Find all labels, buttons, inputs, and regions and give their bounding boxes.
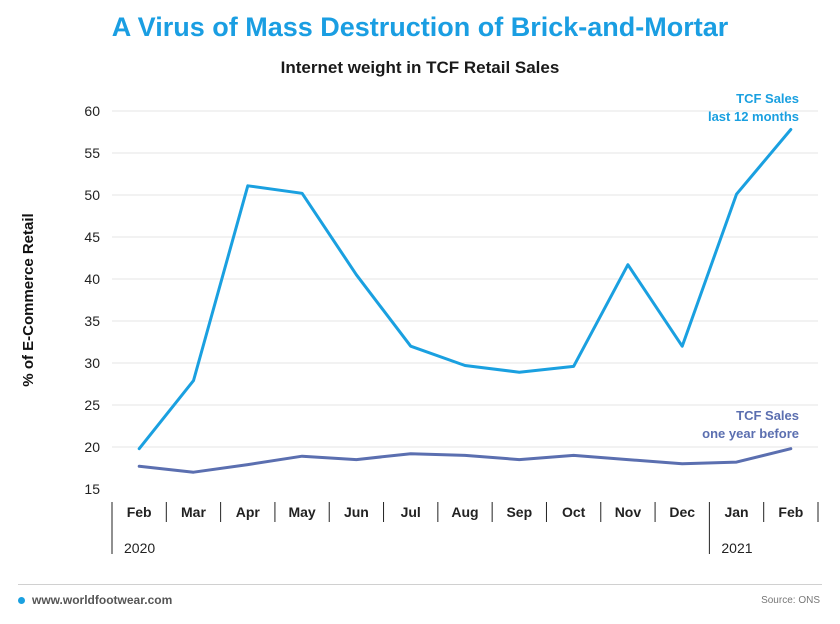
x-tick-label: Feb: [778, 504, 803, 520]
x-tick-label: Feb: [127, 504, 152, 520]
y-tick-label: 15: [84, 481, 100, 497]
y-axis-label: % of E-Commerce Retail: [20, 213, 37, 386]
chart-subtitle: Internet weight in TCF Retail Sales: [280, 58, 560, 77]
y-tick-label: 30: [84, 355, 100, 371]
series-label: TCF Sales: [736, 408, 799, 423]
x-tick-label: Sep: [506, 504, 532, 520]
series-line-last-12-months: [137, 128, 793, 451]
x-tick-label: May: [288, 504, 315, 520]
series-label: last 12 months: [708, 109, 799, 124]
footer-website[interactable]: www.worldfootwear.com: [18, 593, 172, 607]
y-tick-label: 55: [84, 145, 100, 161]
y-tick-label: 20: [84, 439, 100, 455]
x-tick-label: Jan: [724, 504, 748, 520]
y-tick-label: 40: [84, 271, 100, 287]
bullet-dot-icon: [18, 596, 25, 604]
x-tick-label: Mar: [181, 504, 206, 520]
x-tick-label: Oct: [562, 504, 586, 520]
x-tick-label: Jun: [344, 504, 369, 520]
chart-title: A Virus of Mass Destruction of Brick-and…: [111, 12, 729, 42]
x-tick-label: Nov: [615, 504, 642, 520]
series-label: one year before: [702, 426, 799, 441]
x-tick-label: Apr: [236, 504, 261, 520]
year-label: 2020: [124, 540, 155, 556]
x-tick-label: Aug: [451, 504, 478, 520]
x-tick-label: Jul: [401, 504, 421, 520]
y-tick-label: 50: [84, 187, 100, 203]
year-label: 2021: [721, 540, 752, 556]
source-note: Source: ONS: [761, 595, 820, 606]
y-tick-label: 45: [84, 229, 100, 245]
y-tick-label: 25: [84, 397, 100, 413]
website-link[interactable]: www.worldfootwear.com: [32, 593, 173, 607]
footer-divider: [18, 584, 822, 585]
series-label: TCF Sales: [736, 91, 799, 106]
line-chart: 15 20 25 30 35 40 45 50 55 60 % of E-Commerce Reta…: [20, 91, 819, 556]
x-tick-label: Dec: [669, 504, 695, 520]
series-line-one-year-before: [137, 447, 793, 474]
y-tick-label: 60: [84, 103, 100, 119]
y-tick-label: 35: [84, 313, 100, 329]
